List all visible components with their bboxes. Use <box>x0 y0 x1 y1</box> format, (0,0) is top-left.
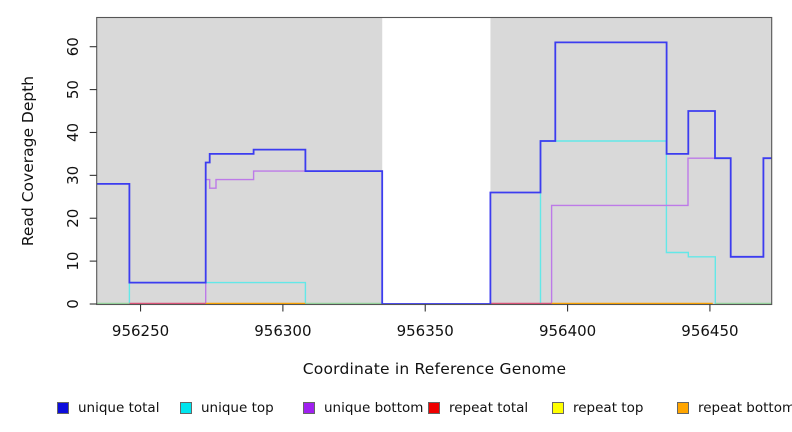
coverage-plot: 956250 956300 956350 956400 956450 0 10 20 30 40 5… <box>19 16 773 340</box>
x-axis-title: Coordinate in Reference Genome <box>302 360 567 378</box>
legend-label: repeat bottom <box>698 400 792 416</box>
y-tick-label: 20 <box>64 209 82 228</box>
x-tick-label: 956300 <box>254 322 311 340</box>
y-tick-label: 50 <box>64 80 82 99</box>
legend-swatch-icon <box>180 402 192 414</box>
x-tick-label: 956250 <box>112 322 169 340</box>
x-tick-label: 956400 <box>539 322 596 340</box>
legend-item-unique-bottom: unique bottom <box>303 400 424 416</box>
y-tick-label: 60 <box>64 37 82 56</box>
legend-label: unique total <box>78 400 160 416</box>
legend-item-unique-total: unique total <box>57 400 160 416</box>
legend-item-repeat-total: repeat total <box>428 400 529 416</box>
legend-label: repeat total <box>449 400 529 416</box>
legend-item-repeat-bottom: repeat bottom <box>677 400 792 416</box>
legend-swatch-icon <box>57 402 69 414</box>
legend-swatch-icon <box>428 402 440 414</box>
y-axis-title: Read Coverage Depth <box>19 76 37 246</box>
y-tick-label: 10 <box>64 252 82 271</box>
masked-gap-region <box>382 17 491 305</box>
x-tick-label: 956350 <box>397 322 454 340</box>
legend-swatch-icon <box>552 402 564 414</box>
y-tick-label: 40 <box>64 123 82 142</box>
legend-label: repeat top <box>573 400 644 416</box>
legend-swatch-icon <box>303 402 315 414</box>
plot-border <box>96 16 773 306</box>
legend-item-repeat-top: repeat top <box>552 400 644 416</box>
legend-item-unique-top: unique top <box>180 400 274 416</box>
legend-label: unique bottom <box>324 400 424 416</box>
y-tick-label: 0 <box>64 299 82 309</box>
legend-swatch-icon <box>677 402 689 414</box>
x-tick-label: 956450 <box>681 322 738 340</box>
series-unique-total-line <box>96 41 772 305</box>
legend-label: unique top <box>201 400 274 416</box>
y-tick-label: 30 <box>64 166 82 185</box>
